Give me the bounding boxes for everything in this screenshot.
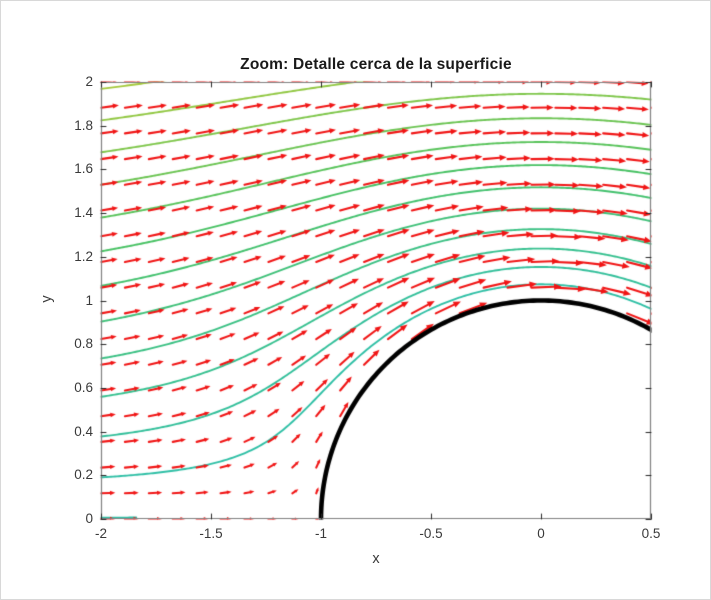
y-tick-label: 1.6 <box>74 161 93 177</box>
y-tick-label: 2 <box>85 74 93 89</box>
x-tick-label: -0.5 <box>419 526 443 541</box>
y-tick-label: 0.6 <box>74 379 93 395</box>
x-axis-label: x <box>372 551 380 567</box>
x-tick-label: 0 <box>537 526 545 541</box>
y-tick-label: 0.8 <box>74 336 93 352</box>
y-tick-label: 1.2 <box>74 248 93 264</box>
y-tick-label: 1.8 <box>74 117 93 133</box>
y-tick-label: 1 <box>85 292 93 308</box>
y-tick-label: 1.4 <box>74 205 93 221</box>
y-tick-label: 0.2 <box>74 467 93 483</box>
x-tick-label: 0.5 <box>641 526 661 541</box>
x-tick-label: -2 <box>94 526 107 541</box>
x-tick-label: -1 <box>314 526 327 541</box>
y-tick-label: 0.4 <box>74 423 93 439</box>
y-tick-label: 0 <box>85 511 93 526</box>
chart-title: Zoom: Detalle cerca de la superficie <box>240 56 512 73</box>
x-tick-label: -1.5 <box>199 526 223 541</box>
